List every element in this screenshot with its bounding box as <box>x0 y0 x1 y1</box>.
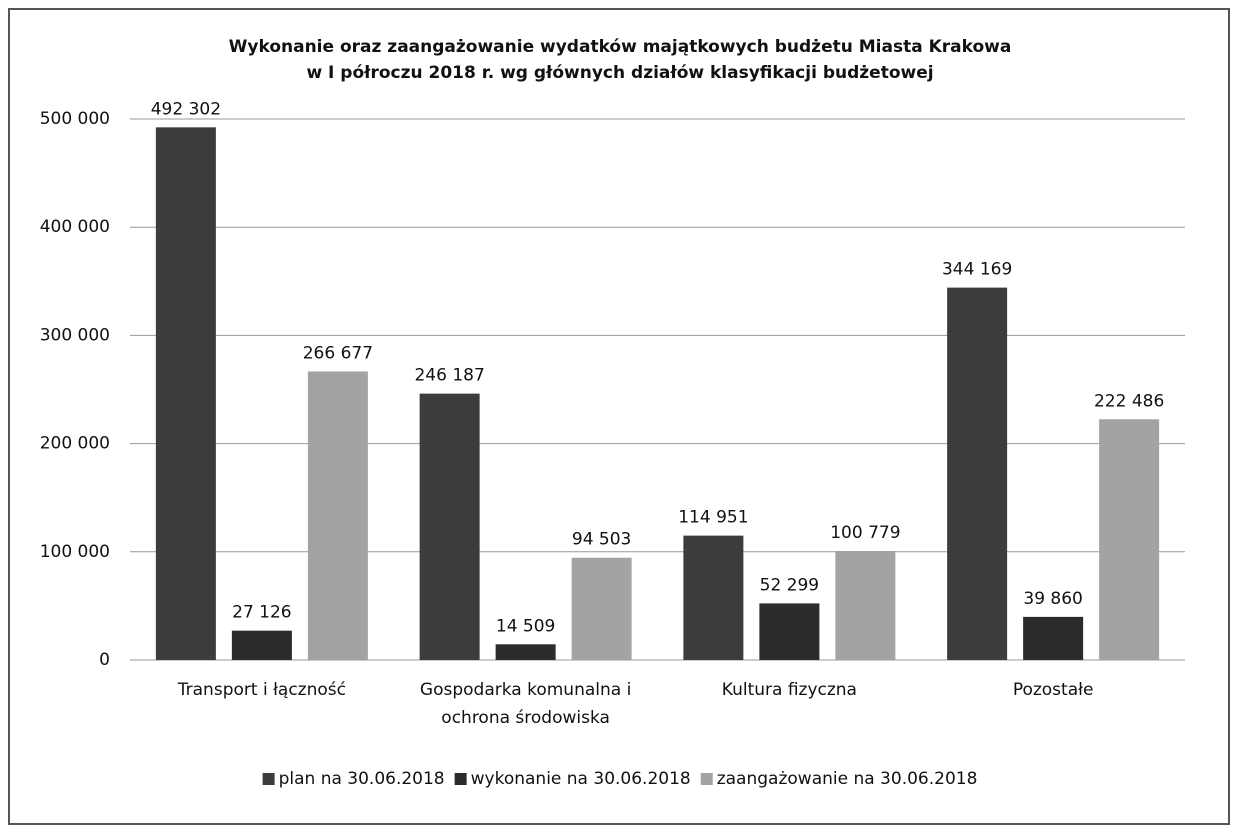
x-tick-label: Kultura fizyczna <box>722 680 857 700</box>
data-label: 100 779 <box>830 523 900 543</box>
legend-swatch <box>454 773 467 785</box>
chart-title: Wykonanie oraz zaangażowanie wydatków ma… <box>229 37 1012 57</box>
y-tick-label: 500 000 <box>40 109 110 129</box>
bar <box>947 287 1008 660</box>
bar <box>835 550 896 660</box>
bar <box>1023 616 1084 660</box>
y-tick-label: 400 000 <box>40 217 110 237</box>
bar <box>571 557 632 660</box>
data-label: 52 299 <box>760 575 819 595</box>
bar <box>155 127 216 661</box>
x-tick-label: Transport i łączność <box>177 680 346 700</box>
legend-label: zaangażowanie na 30.06.2018 <box>717 769 978 789</box>
bar <box>419 393 480 660</box>
chart-title: w I półroczu 2018 r. wg głównych działów… <box>306 63 933 83</box>
y-tick-label: 100 000 <box>40 542 110 562</box>
legend-label: plan na 30.06.2018 <box>279 769 445 789</box>
bar <box>1099 419 1160 660</box>
data-label: 114 951 <box>678 508 748 528</box>
data-label: 94 503 <box>572 530 631 550</box>
legend-swatch <box>262 773 275 785</box>
data-label: 246 187 <box>414 366 484 386</box>
data-label: 492 302 <box>151 99 221 119</box>
data-label: 27 126 <box>232 603 291 623</box>
data-label: 266 677 <box>303 343 373 363</box>
bar <box>231 630 292 660</box>
y-tick-label: 200 000 <box>40 434 110 454</box>
bar <box>759 603 820 660</box>
y-tick-label: 0 <box>99 650 110 670</box>
data-label: 222 486 <box>1094 391 1164 411</box>
legend-label: wykonanie na 30.06.2018 <box>471 769 691 789</box>
x-tick-label: Pozostałe <box>1013 680 1094 700</box>
data-label: 344 169 <box>942 260 1012 280</box>
x-tick-label: Gospodarka komunalna i ochrona środowiska <box>420 680 631 728</box>
bar <box>307 371 368 660</box>
bar <box>495 644 556 660</box>
data-label: 39 860 <box>1023 589 1082 609</box>
y-tick-label: 300 000 <box>40 325 110 345</box>
bar <box>683 535 744 660</box>
legend-swatch <box>700 773 713 785</box>
data-label: 14 509 <box>496 616 555 636</box>
